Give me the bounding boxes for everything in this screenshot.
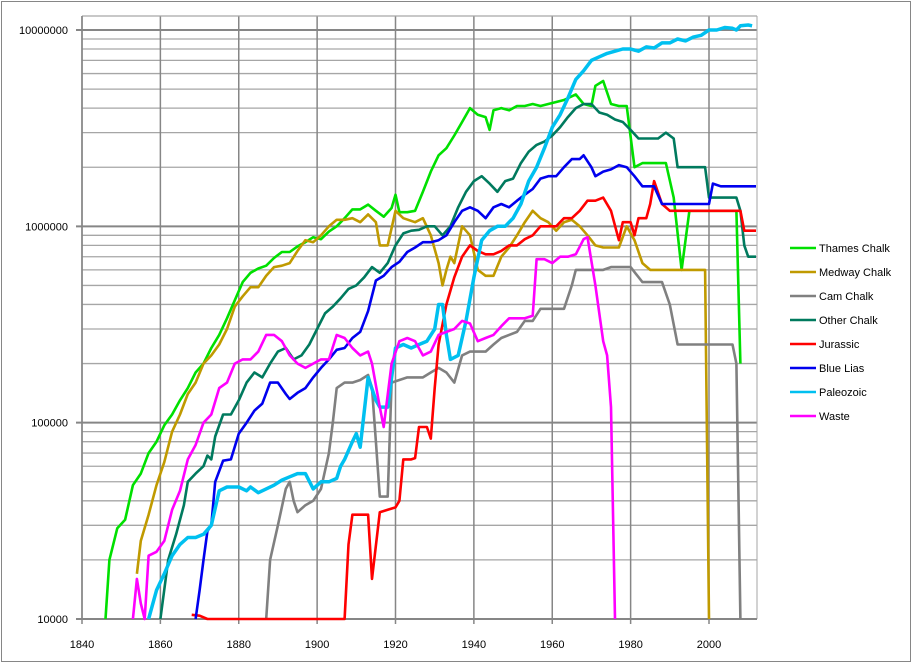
svg-text:Other Chalk: Other Chalk <box>819 315 878 327</box>
axes: 10000 100000 1000000 10000000 1840 1860 1880 19… <box>19 16 757 651</box>
series-line-blue-lias <box>194 154 756 620</box>
x-tick-label: 1980 <box>618 639 642 651</box>
y-tick-label: 1000000 <box>25 221 68 233</box>
x-tick-label: 1880 <box>227 639 251 651</box>
series-line-jurassic <box>191 179 756 621</box>
legend-item: Cam Chalk <box>790 291 874 303</box>
series-line-thames-chalk <box>104 79 742 620</box>
legend: Thames Chalk Medway Chalk Cam Chalk Other C… <box>790 243 892 423</box>
svg-text:Cam Chalk: Cam Chalk <box>819 291 874 303</box>
series-line-paleozoic <box>146 23 753 620</box>
x-tick-label: 1920 <box>383 639 407 651</box>
legend-item: Jurassic <box>790 339 860 351</box>
svg-text:Jurassic: Jurassic <box>819 339 860 351</box>
series-line-cam-chalk <box>264 265 742 620</box>
legend-item: Waste <box>790 411 850 423</box>
x-tick-label: 1940 <box>462 639 486 651</box>
y-tick-label: 100000 <box>31 418 68 430</box>
y-tick-label: 10000 <box>37 614 68 626</box>
x-tick-label: 1960 <box>540 639 564 651</box>
gridlines <box>76 15 758 624</box>
legend-item: Blue Lias <box>790 363 865 375</box>
x-tick-label: 2000 <box>697 639 721 651</box>
x-tick-label: 1840 <box>70 639 94 651</box>
svg-text:Medway Chalk: Medway Chalk <box>819 267 892 279</box>
svg-text:Thames Chalk: Thames Chalk <box>819 243 890 255</box>
y-tick-label: 10000000 <box>19 25 68 37</box>
svg-text:Waste: Waste <box>819 411 850 423</box>
series-line-waste <box>131 235 617 621</box>
x-tick-label: 1900 <box>305 639 329 651</box>
legend-item: Medway Chalk <box>790 267 892 279</box>
legend-item: Thames Chalk <box>790 243 890 255</box>
svg-text:Paleozoic: Paleozoic <box>819 387 867 399</box>
legend-item: Other Chalk <box>790 315 878 327</box>
series-line-medway-chalk <box>135 209 711 620</box>
series-lines <box>104 23 756 621</box>
series-line-other-chalk <box>159 102 756 620</box>
svg-text:Blue Lias: Blue Lias <box>819 363 865 375</box>
legend-item: Paleozoic <box>790 387 867 399</box>
x-tick-label: 1860 <box>148 639 172 651</box>
